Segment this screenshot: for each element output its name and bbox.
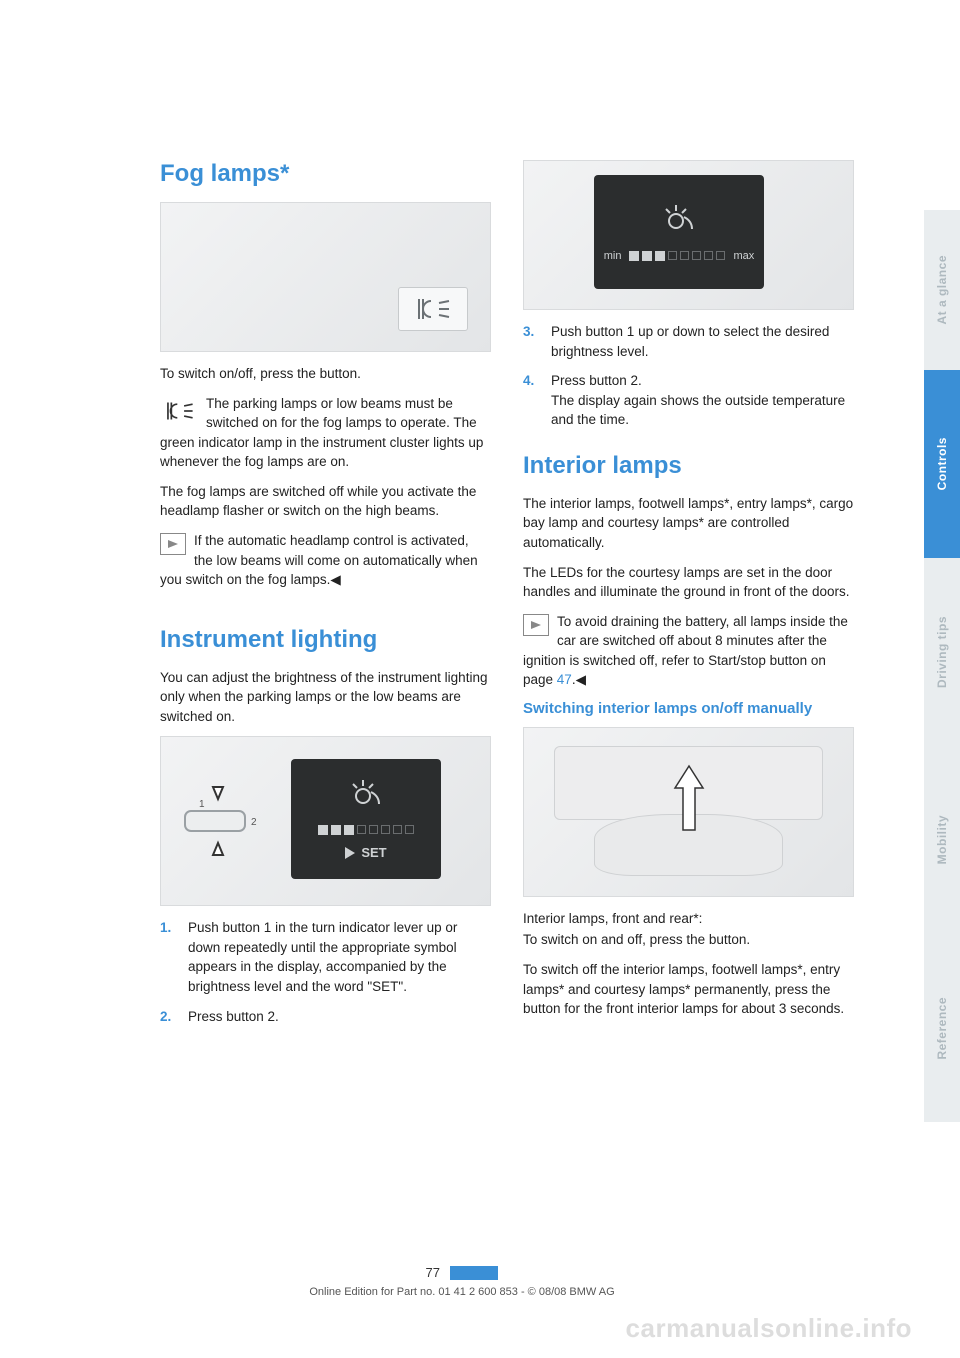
- step-text: Push button 1 in the turn indicator leve…: [188, 918, 491, 996]
- svg-text:2: 2: [251, 817, 257, 828]
- figure-instrument-display-set: 1 2 SET: [160, 736, 491, 906]
- list-item: 1. Push button 1 in the turn indicator l…: [160, 918, 491, 996]
- brightness-icon: [349, 778, 383, 815]
- fog-lamp-icon: [413, 297, 453, 321]
- tab-label: Controls: [935, 437, 949, 490]
- step-text: Press button 2.: [551, 373, 642, 388]
- tab-label: Reference: [935, 997, 949, 1060]
- brightness-level-bars: [318, 825, 414, 835]
- page-footer: 77 Online Edition for Part no. 01 41 2 6…: [0, 1264, 924, 1298]
- step-number: 1.: [160, 918, 178, 996]
- note-icon: [160, 533, 186, 555]
- turn-indicator-lever: 1 2: [179, 781, 269, 861]
- left-column: Fog lamps* To switch o: [160, 160, 491, 1036]
- right-column: min max 3. Push button 1 up or down to s…: [523, 160, 854, 1036]
- tab-spacer: [924, 0, 960, 210]
- interior-para-3: To avoid draining the battery, all lamps…: [523, 612, 854, 690]
- instr-steps-3-4: 3. Push button 1 up or down to select th…: [523, 322, 854, 430]
- instrument-display: min max: [594, 175, 764, 289]
- footer-edition-line: Online Edition for Part no. 01 41 2 600 …: [0, 1286, 924, 1298]
- heading-instrument-lighting: Instrument lighting: [160, 626, 491, 654]
- step-number: 2.: [160, 1007, 178, 1027]
- arrow-up-icon: [671, 764, 707, 839]
- tab-driving-tips[interactable]: Driving tips: [924, 558, 960, 746]
- interior-caption-1: Interior lamps, front and rear*:: [523, 909, 854, 929]
- heading-fog-lamps: Fog lamps*: [160, 160, 491, 188]
- figure-instrument-display-minmax: min max: [523, 160, 854, 310]
- step-number: 4.: [523, 371, 541, 430]
- step-number: 3.: [523, 322, 541, 361]
- fog-lamp-indicator-icon: [160, 396, 198, 426]
- brightness-icon: [662, 203, 696, 240]
- fog-para-2: The fog lamps are switched off while you…: [160, 482, 491, 521]
- tab-at-a-glance[interactable]: At a glance: [924, 210, 960, 370]
- instr-para-1: You can adjust the brightness of the ins…: [160, 668, 491, 727]
- step-text: Push button 1 up or down to select the d…: [551, 322, 854, 361]
- page-content: Fog lamps* To switch o: [0, 0, 924, 1358]
- interior-para-4: To switch off the interior lamps, footwe…: [523, 960, 854, 1019]
- step-subtext: The display again shows the outside temp…: [551, 393, 845, 428]
- text: .◀: [572, 672, 586, 687]
- list-item: 3. Push button 1 up or down to select th…: [523, 322, 854, 361]
- triangle-right-icon: [345, 847, 355, 859]
- fog-para-3: If the automatic headlamp control is act…: [160, 531, 491, 590]
- interior-para-1: The interior lamps, footwell lamps*, ent…: [523, 494, 854, 553]
- tab-label: Mobility: [935, 815, 949, 864]
- min-label: min: [604, 250, 622, 262]
- figure-fog-lamp-button: [160, 202, 491, 352]
- note-icon: [523, 614, 549, 636]
- subheading-switching-interior: Switching interior lamps on/off manually: [523, 700, 854, 717]
- fog-caption: To switch on/off, press the button.: [160, 364, 491, 384]
- max-label: max: [733, 250, 754, 262]
- footer-accent-bar: [450, 1266, 498, 1280]
- display-set-label: SET: [361, 845, 386, 860]
- fog-lamp-button-inset: [398, 287, 468, 331]
- tab-label: At a glance: [935, 255, 949, 325]
- tab-mobility[interactable]: Mobility: [924, 746, 960, 934]
- side-tab-bar: At a glance Controls Driving tips Mobili…: [924, 0, 960, 1358]
- tab-label: Driving tips: [935, 616, 949, 688]
- tab-reference[interactable]: Reference: [924, 934, 960, 1122]
- step-text: Press button 2.: [188, 1007, 279, 1027]
- svg-text:1: 1: [199, 799, 205, 810]
- instrument-display: SET: [291, 759, 441, 879]
- list-item: 4. Press button 2. The display again sho…: [523, 371, 854, 430]
- page-number: 77: [426, 1265, 440, 1280]
- brightness-level-bars: [629, 251, 725, 261]
- interior-para-2: The LEDs for the courtesy lamps are set …: [523, 563, 854, 602]
- page-link-47[interactable]: 47: [557, 672, 572, 687]
- watermark: carmanualsonline.info: [626, 1313, 912, 1344]
- tab-controls[interactable]: Controls: [924, 370, 960, 558]
- fog-para-1: The parking lamps or low beams must be s…: [160, 394, 491, 472]
- instr-steps-1-2: 1. Push button 1 in the turn indicator l…: [160, 918, 491, 1026]
- interior-caption-2: To switch on and off, press the button.: [523, 930, 854, 950]
- list-item: 2. Press button 2.: [160, 1007, 491, 1027]
- heading-interior-lamps: Interior lamps: [523, 452, 854, 480]
- figure-overhead-console: [523, 727, 854, 897]
- display-set-row: SET: [345, 845, 386, 860]
